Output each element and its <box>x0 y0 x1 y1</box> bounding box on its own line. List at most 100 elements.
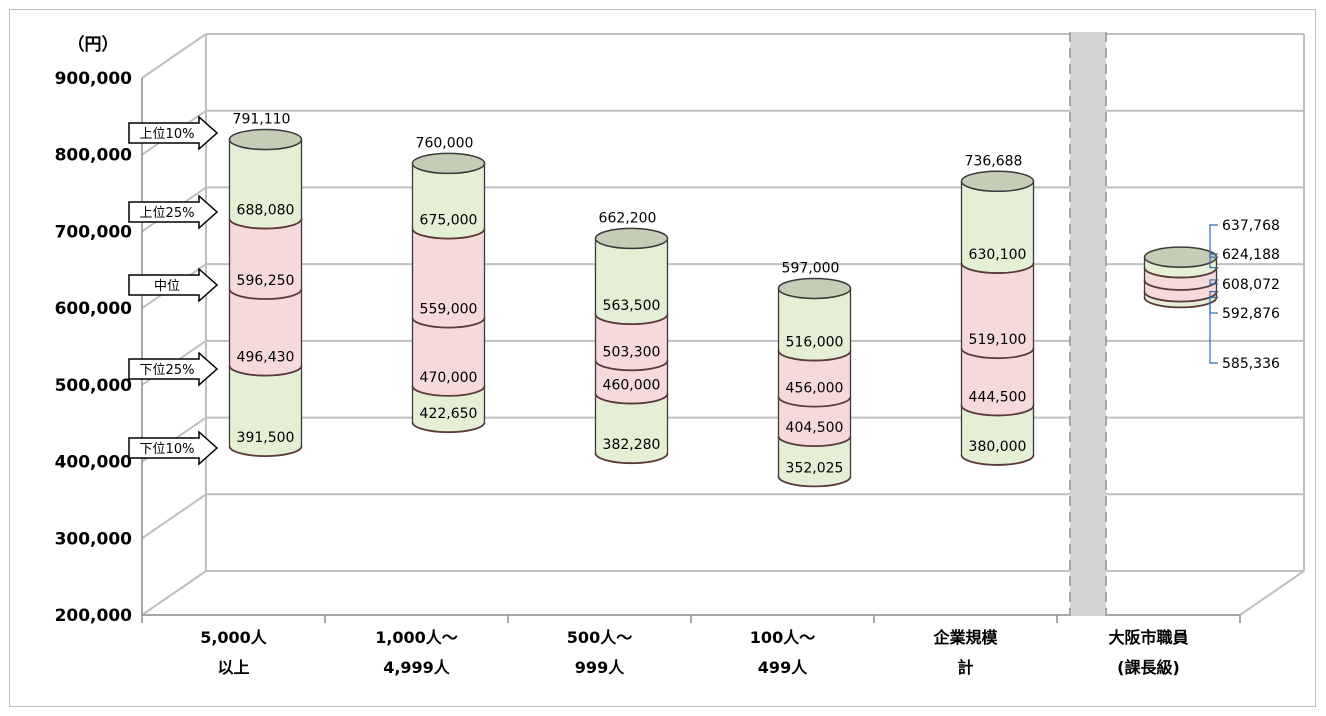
value-label: 352,025 <box>786 460 844 476</box>
x-category-label: 5,000人 <box>200 628 268 647</box>
cylinder-2 <box>594 227 669 465</box>
percentile-arrow <box>128 194 219 230</box>
percentile-marker <box>128 351 219 387</box>
cylinder-3 <box>777 277 852 488</box>
y-tick-label: 600,000 <box>55 299 133 319</box>
percentile-label: 中位 <box>154 279 180 294</box>
boundary-arc <box>777 396 852 408</box>
leader-line <box>1209 224 1219 258</box>
value-label: 637,768 <box>1222 218 1280 234</box>
y-tick-label: 900,000 <box>55 69 133 89</box>
x-category-label: (課長級) <box>1117 658 1180 677</box>
percentile-arrow <box>128 430 219 466</box>
value-label: 688,080 <box>237 203 295 219</box>
boundary-arc <box>228 218 303 230</box>
value-label: 563,500 <box>603 298 661 314</box>
leader-line <box>1209 279 1219 285</box>
x-category-label: 企業規模 <box>932 628 998 647</box>
y-tick-label: 400,000 <box>55 453 133 473</box>
value-label: 519,100 <box>969 332 1027 348</box>
value-label: 422,650 <box>420 406 478 422</box>
value-label-p90: 662,200 <box>599 210 657 226</box>
percentile-arrow <box>128 267 219 303</box>
boundary-arc <box>1143 291 1218 303</box>
boundary-arc <box>411 422 486 434</box>
value-label: 624,188 <box>1222 247 1280 263</box>
y-tick-label: 800,000 <box>55 146 133 166</box>
cylinder-1 <box>411 152 486 434</box>
cylinder-4 <box>960 170 1035 466</box>
value-label: 382,280 <box>603 437 661 453</box>
value-label: 470,000 <box>420 370 478 386</box>
value-label: 503,300 <box>603 344 661 360</box>
value-label-p90: 791,110 <box>233 112 291 128</box>
percentile-label: 上位25% <box>140 206 195 221</box>
boundary-arc <box>594 313 669 326</box>
percentile-marker <box>128 115 219 151</box>
y-tick-label: 200,000 <box>55 606 133 626</box>
cylinder-top-cap <box>411 152 486 175</box>
boundary-arc <box>411 385 486 397</box>
value-label: 444,500 <box>969 389 1027 405</box>
value-label: 456,000 <box>786 381 844 397</box>
value-label: 596,250 <box>237 273 295 289</box>
value-label: 585,336 <box>1222 356 1280 372</box>
x-category-label: 以上 <box>217 658 249 677</box>
value-label: 592,876 <box>1222 306 1280 322</box>
side-gridline <box>141 33 207 79</box>
value-label: 559,000 <box>420 302 478 318</box>
percentile-label: 下位10% <box>140 442 195 457</box>
boundary-arc <box>228 288 303 300</box>
boundary-arc <box>1143 297 1218 309</box>
x-category-label: 計 <box>957 658 973 677</box>
value-label-p90: 736,688 <box>965 153 1023 169</box>
cylinder-top-cap <box>228 128 303 151</box>
cylinder-5 <box>1143 224 1219 364</box>
value-label-p90: 597,000 <box>782 260 840 276</box>
percentile-arrow <box>128 115 219 151</box>
boundary-arc <box>411 317 486 329</box>
value-label: 675,000 <box>420 213 478 229</box>
cylinder-top-cap <box>960 170 1035 193</box>
boundary-arc <box>777 435 852 447</box>
leader-line <box>1209 253 1219 269</box>
value-label: 608,072 <box>1222 277 1280 293</box>
percentile-marker <box>128 194 219 230</box>
value-label: 496,430 <box>237 350 295 366</box>
x-category-label: 1,000人～ <box>375 628 458 647</box>
boundary-arc <box>960 262 1035 274</box>
boundary-arc <box>777 476 852 488</box>
boundary-arc <box>594 452 669 465</box>
boundary-arc <box>594 393 669 405</box>
value-label: 404,500 <box>786 420 844 436</box>
percentile-arrow <box>128 351 219 387</box>
x-category-label: 499人 <box>758 658 808 677</box>
percentile-marker <box>128 430 219 466</box>
cylinder-top-cap <box>777 277 852 300</box>
side-gridline <box>141 570 207 616</box>
separator-band <box>1070 32 1106 616</box>
x-category-label: 500人～ <box>567 628 632 647</box>
y-unit-label: （円） <box>68 34 119 55</box>
boundary-arc <box>1143 267 1218 279</box>
y-tick-label: 300,000 <box>55 529 133 549</box>
x-category-label: 100人～ <box>750 628 815 647</box>
chart-frame <box>9 9 1316 707</box>
x-category-label: 大阪市職員 <box>1108 628 1188 647</box>
value-label: 380,000 <box>969 439 1027 455</box>
boundary-arc <box>960 405 1035 417</box>
leader-line <box>1209 296 1219 364</box>
boundary-arc <box>228 365 303 377</box>
percentile-label: 下位25% <box>140 363 195 378</box>
cylinder-0 <box>228 128 303 457</box>
boundary-arc <box>228 445 303 457</box>
boundary-arc <box>594 360 669 372</box>
value-label: 460,000 <box>603 378 661 394</box>
side-gridline <box>141 493 207 540</box>
x-category-label: 999人 <box>575 658 625 677</box>
percentile-marker <box>128 267 219 303</box>
value-label: 630,100 <box>969 247 1027 263</box>
boundary-arc <box>960 348 1035 360</box>
boundary-arc <box>960 454 1035 466</box>
